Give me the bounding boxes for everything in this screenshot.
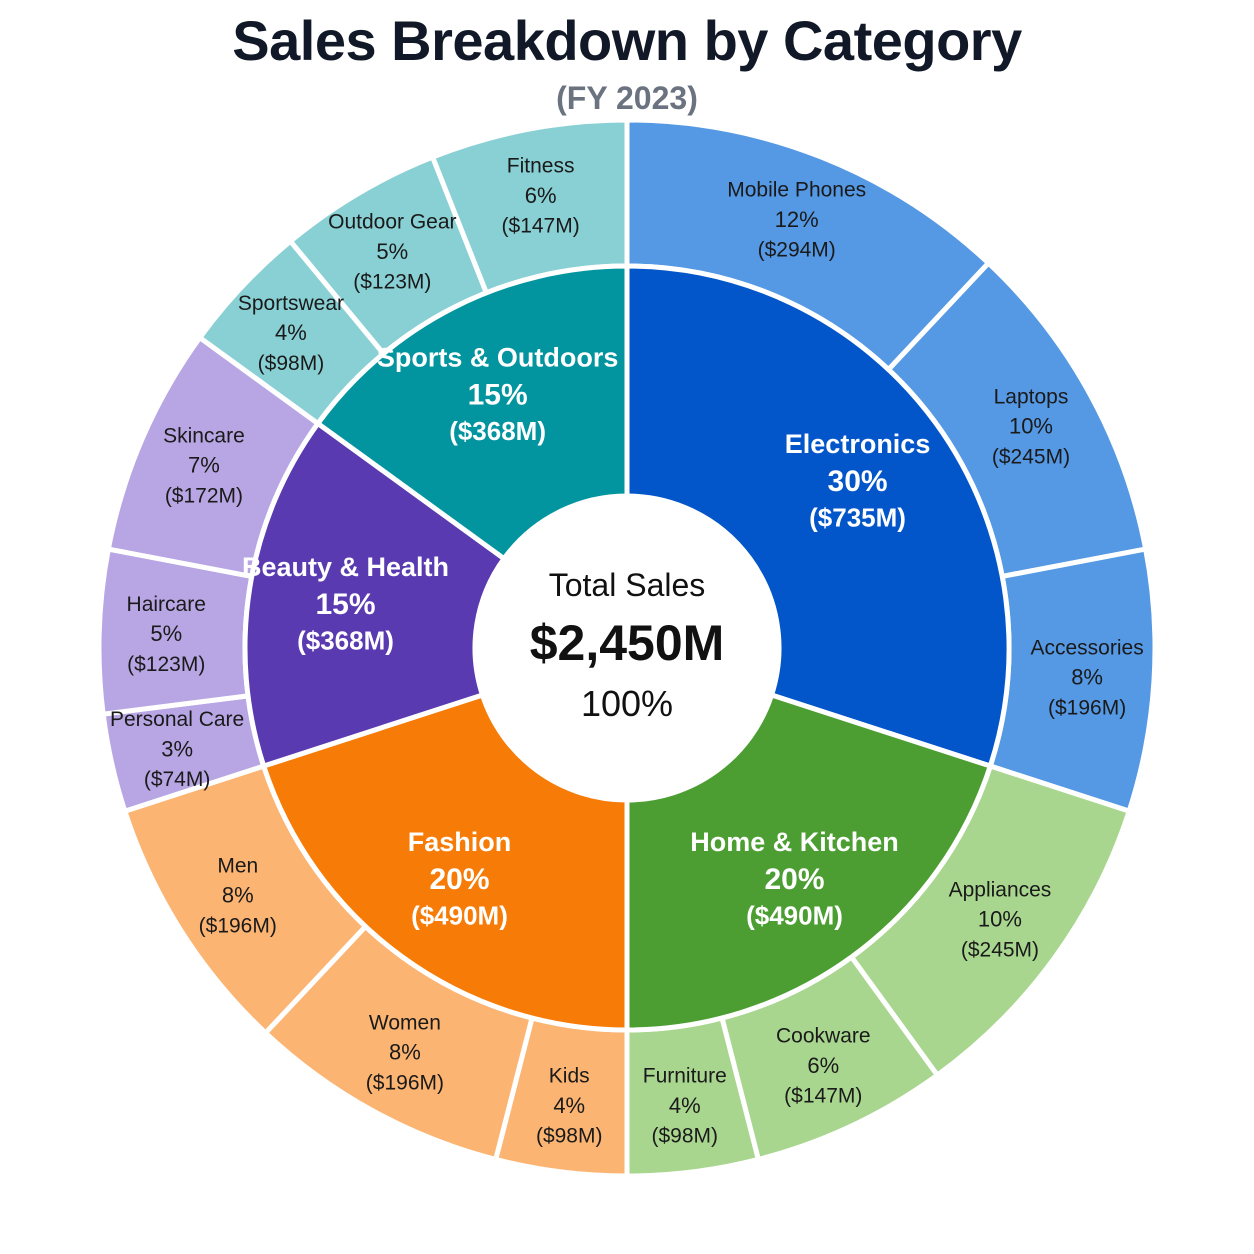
center-hole <box>475 496 779 800</box>
subcategory-label-sportswear: Sportswear 4% ($98M) <box>238 292 344 375</box>
chart-title: Sales Breakdown by Category <box>232 9 1022 72</box>
subcategory-label-outdoor-gear: Outdoor Gear 5% ($123M) <box>328 211 456 294</box>
subcategory-label-appliances: Appliances 10% ($245M) <box>949 878 1052 961</box>
subcategory-label-men: Men 8% ($196M) <box>199 854 277 937</box>
category-label-fashion: Fashion 20% ($490M) <box>408 827 512 931</box>
category-label-sports-and-outdoors: Sports & Outdoors 15% ($368M) <box>377 343 619 447</box>
category-label-electronics: Electronics 30% ($735M) <box>785 429 931 533</box>
subcategory-label-laptops: Laptops 10% ($245M) <box>992 385 1070 468</box>
subcategory-label-mobile-phones: Mobile Phones 12% ($294M) <box>727 179 866 262</box>
category-label-home-and-kitchen: Home & Kitchen 20% ($490M) <box>690 827 899 931</box>
category-label-beauty-and-health: Beauty & Health 15% ($368M) <box>242 552 449 656</box>
slice-labels: Electronics 30% ($735M) Mobile Phones 12% ($2… <box>110 155 1144 1148</box>
subcategory-label-accessories: Accessories 8% ($196M) <box>1030 636 1143 719</box>
subcategory-label-personal-care: Personal Care 3% ($74M) <box>110 708 244 791</box>
chart-subtitle: (FY 2023) <box>556 80 698 116</box>
subcategory-label-cookware: Cookware 6% ($147M) <box>776 1024 871 1107</box>
subcategory-label-women: Women 8% ($196M) <box>366 1011 444 1094</box>
subcategory-label-furniture: Furniture 4% ($98M) <box>643 1065 727 1148</box>
center-value: $2,450M <box>530 615 725 671</box>
subcategory-label-haircare: Haircare 5% ($123M) <box>127 593 206 676</box>
subcategory-label-skincare: Skincare 7% ($172M) <box>163 424 245 507</box>
subcategory-label-kids: Kids 4% ($98M) <box>536 1065 603 1148</box>
inner-ring <box>242 263 1012 1033</box>
center-percent: 100% <box>581 683 673 724</box>
subcategory-label-fitness: Fitness 6% ($147M) <box>502 155 580 238</box>
center-summary: Total Sales $2,450M 100% <box>475 496 779 800</box>
center-label: Total Sales <box>549 567 706 603</box>
